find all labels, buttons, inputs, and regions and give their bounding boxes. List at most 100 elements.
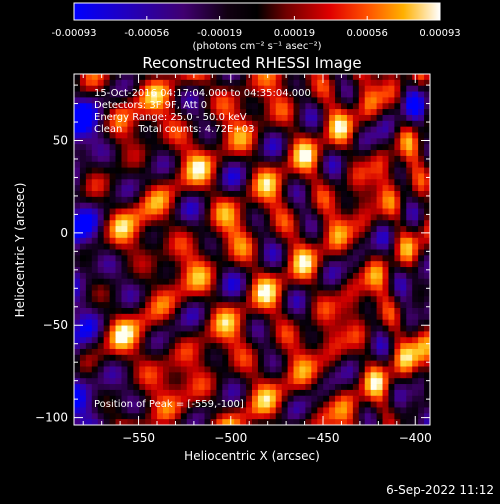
image-pixel <box>382 79 389 87</box>
image-pixel <box>216 167 223 174</box>
image-pixel <box>216 109 223 116</box>
image-pixel <box>174 74 182 81</box>
image-pixel <box>252 155 259 163</box>
image-pixel <box>222 220 229 227</box>
image-pixel <box>305 103 312 110</box>
image-pixel <box>234 185 241 192</box>
image-pixel <box>180 208 188 215</box>
image-pixel <box>252 337 259 344</box>
image-pixel <box>222 155 229 163</box>
image-pixel <box>151 132 158 139</box>
image-pixel <box>388 79 395 87</box>
image-pixel <box>198 79 205 87</box>
image-pixel <box>115 185 122 192</box>
image-pixel <box>305 366 312 373</box>
image-pixel <box>121 278 128 285</box>
image-pixel <box>358 284 366 291</box>
image-pixel <box>246 214 253 221</box>
image-pixel <box>103 302 110 309</box>
image-pixel <box>121 132 128 139</box>
image-pixel <box>352 173 360 180</box>
image-pixel <box>424 255 430 262</box>
image-pixel <box>252 313 259 321</box>
image-pixel <box>97 155 105 163</box>
image-pixel <box>406 167 413 174</box>
image-pixel <box>157 91 164 98</box>
image-pixel <box>168 161 176 168</box>
image-pixel <box>234 79 241 87</box>
image-pixel <box>400 395 407 402</box>
image-pixel <box>329 231 336 239</box>
image-pixel <box>127 202 134 209</box>
image-pixel <box>210 196 217 204</box>
image-pixel <box>91 255 99 262</box>
image-pixel <box>85 395 93 402</box>
image-pixel <box>287 226 294 233</box>
image-pixel <box>85 261 93 268</box>
image-pixel <box>376 79 383 87</box>
image-pixel <box>418 290 425 297</box>
image-pixel <box>358 296 366 303</box>
image-pixel <box>121 296 128 303</box>
image-pixel <box>85 401 93 408</box>
image-pixel <box>157 237 164 245</box>
image-pixel <box>412 267 419 274</box>
image-pixel <box>85 85 93 92</box>
image-pixel <box>412 331 419 338</box>
image-pixel <box>151 179 158 186</box>
image-pixel <box>269 191 277 198</box>
image-pixel <box>240 290 247 297</box>
image-pixel <box>364 114 372 122</box>
image-pixel <box>74 419 81 425</box>
image-pixel <box>323 354 330 362</box>
image-pixel <box>382 185 389 192</box>
image-pixel <box>263 226 271 233</box>
image-pixel <box>157 97 164 104</box>
image-pixel <box>406 302 413 309</box>
image-pixel <box>74 138 81 145</box>
image-pixel <box>121 366 128 373</box>
image-pixel <box>121 220 128 227</box>
image-pixel <box>293 226 300 233</box>
image-pixel <box>252 267 259 274</box>
image-pixel <box>263 302 271 309</box>
image-pixel <box>335 331 342 338</box>
image-pixel <box>358 413 366 420</box>
image-pixel <box>186 308 194 315</box>
image-pixel <box>346 348 354 356</box>
image-pixel <box>121 348 128 356</box>
image-pixel <box>382 348 389 356</box>
image-pixel <box>210 97 217 104</box>
image-pixel <box>269 360 277 367</box>
image-pixel <box>400 319 407 326</box>
image-pixel <box>186 155 194 163</box>
image-pixel <box>133 97 140 104</box>
image-pixel <box>364 372 372 379</box>
image-pixel <box>299 138 306 145</box>
image-pixel <box>186 366 194 373</box>
image-pixel <box>358 196 366 204</box>
image-pixel <box>299 284 306 291</box>
image-pixel <box>85 389 93 397</box>
image-pixel <box>323 237 330 245</box>
image-pixel <box>364 378 372 385</box>
image-pixel <box>424 138 430 145</box>
image-pixel <box>103 348 110 356</box>
image-pixel <box>305 231 312 239</box>
image-pixel <box>329 167 336 174</box>
image-pixel <box>400 331 407 338</box>
image-pixel <box>406 161 413 168</box>
image-pixel <box>133 231 140 239</box>
image-pixel <box>198 384 205 391</box>
image-pixel <box>246 325 253 332</box>
image-pixel <box>145 220 152 227</box>
image-pixel <box>346 79 354 87</box>
image-pixel <box>311 226 318 233</box>
image-pixel <box>323 331 330 338</box>
image-pixel <box>139 372 146 379</box>
image-pixel <box>198 389 205 397</box>
image-pixel <box>263 179 271 186</box>
image-pixel <box>74 249 81 256</box>
image-pixel <box>305 401 312 408</box>
image-pixel <box>400 226 407 233</box>
